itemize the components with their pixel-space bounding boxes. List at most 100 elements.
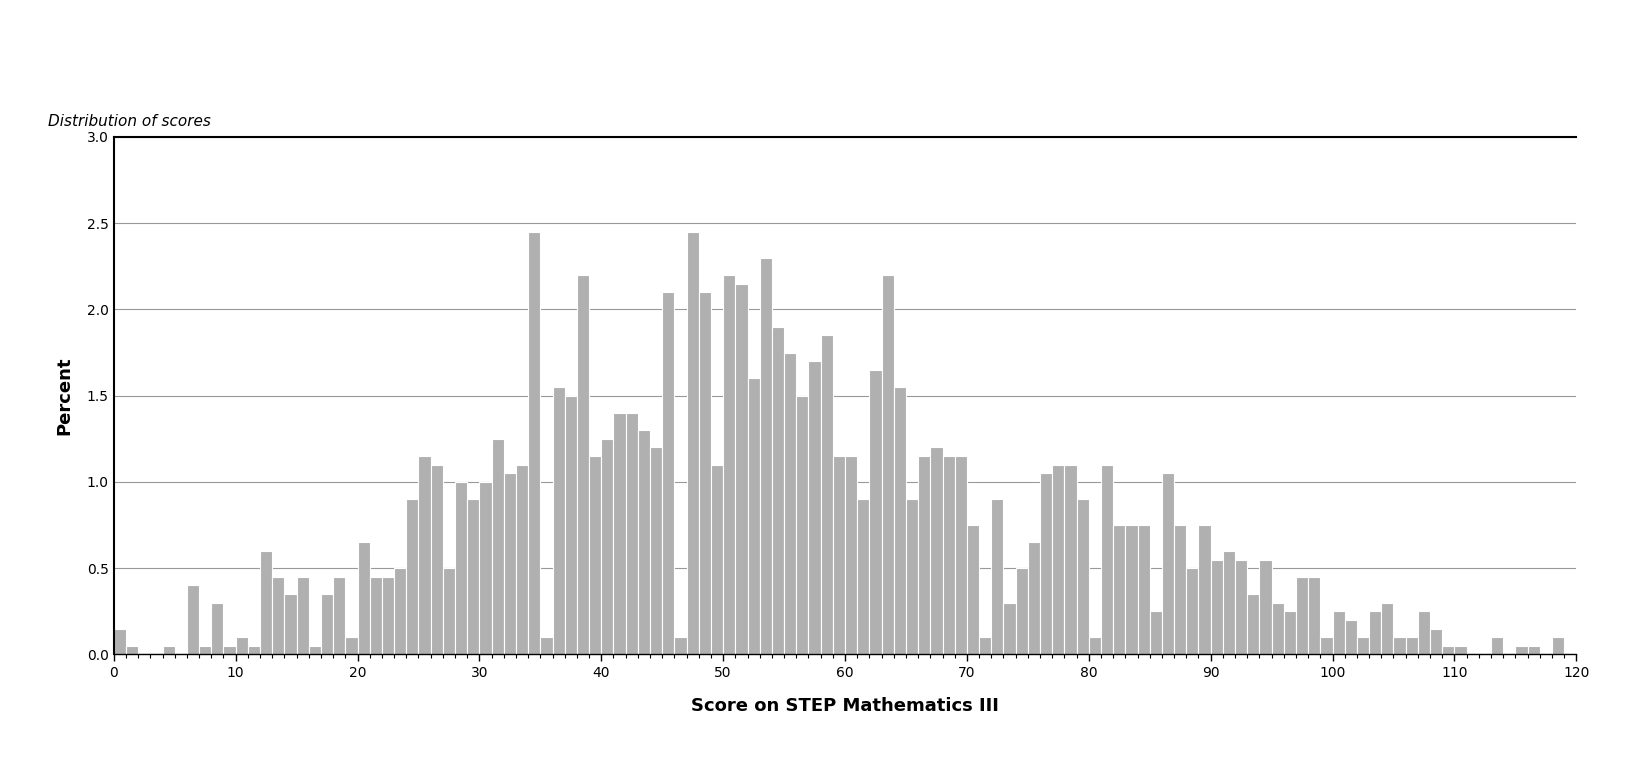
Bar	[370, 577, 382, 654]
Bar	[198, 646, 211, 654]
Bar	[785, 352, 796, 654]
Bar	[468, 499, 479, 654]
Bar	[552, 387, 565, 654]
Bar	[1173, 525, 1186, 654]
Bar	[455, 482, 468, 654]
Bar	[637, 430, 650, 654]
Bar	[1224, 551, 1235, 654]
Bar	[674, 637, 687, 654]
Bar	[734, 284, 748, 654]
Bar	[687, 232, 699, 654]
Bar	[1394, 637, 1406, 654]
Bar	[1368, 611, 1381, 654]
Y-axis label: Percent: Percent	[55, 356, 73, 435]
Bar	[296, 577, 309, 654]
Bar	[1514, 646, 1527, 654]
Bar	[858, 499, 869, 654]
Bar	[956, 456, 967, 654]
Bar	[760, 258, 772, 654]
Bar	[1040, 473, 1053, 654]
Bar	[1417, 611, 1430, 654]
Bar	[845, 456, 858, 654]
Bar	[881, 275, 894, 654]
Bar	[162, 646, 176, 654]
Bar	[991, 499, 1004, 654]
Text: Distribution of scores: Distribution of scores	[49, 114, 211, 129]
Bar	[712, 465, 723, 654]
Bar	[588, 456, 601, 654]
Bar	[1406, 637, 1417, 654]
Bar	[273, 577, 284, 654]
Bar	[491, 439, 504, 654]
Bar	[211, 603, 224, 654]
Bar	[322, 594, 333, 654]
Bar	[809, 361, 821, 654]
Bar	[309, 646, 322, 654]
Bar	[540, 637, 552, 654]
Bar	[260, 551, 273, 654]
Bar	[247, 646, 260, 654]
Bar	[1492, 637, 1503, 654]
Bar	[517, 465, 528, 654]
Bar	[528, 232, 540, 654]
Bar	[967, 525, 978, 654]
Bar	[395, 568, 406, 654]
Bar	[869, 370, 881, 654]
Bar	[601, 439, 614, 654]
Bar	[1248, 594, 1259, 654]
Bar	[663, 292, 674, 654]
Bar	[1576, 646, 1589, 654]
Bar	[1381, 603, 1394, 654]
Bar	[834, 456, 845, 654]
Bar	[1332, 611, 1346, 654]
Bar	[1308, 577, 1320, 654]
Bar	[1235, 559, 1248, 654]
Bar	[1138, 525, 1150, 654]
Bar	[1064, 465, 1076, 654]
Bar	[1297, 577, 1308, 654]
Bar	[187, 585, 198, 654]
Bar	[344, 637, 358, 654]
Bar	[1454, 646, 1467, 654]
Bar	[626, 413, 637, 654]
Bar	[577, 275, 588, 654]
Bar	[1430, 629, 1443, 654]
Bar	[1124, 525, 1138, 654]
Bar	[479, 482, 491, 654]
Bar	[650, 447, 663, 654]
Bar	[333, 577, 344, 654]
Bar	[1259, 559, 1271, 654]
Bar	[224, 646, 236, 654]
Bar	[894, 387, 907, 654]
Bar	[772, 326, 785, 654]
Bar	[1150, 611, 1162, 654]
Bar	[1199, 525, 1211, 654]
Bar	[1053, 465, 1064, 654]
Bar	[504, 473, 517, 654]
Bar	[382, 577, 395, 654]
Bar	[358, 543, 370, 654]
Bar	[1320, 637, 1332, 654]
Bar	[748, 378, 760, 654]
Bar	[284, 594, 296, 654]
Bar	[723, 275, 734, 654]
X-axis label: Score on STEP Mathematics III: Score on STEP Mathematics III	[691, 697, 999, 715]
Bar	[929, 447, 942, 654]
Bar	[1016, 568, 1029, 654]
Bar	[1346, 620, 1357, 654]
Bar	[907, 499, 918, 654]
Bar	[431, 465, 442, 654]
Bar	[1162, 473, 1173, 654]
Bar	[406, 499, 419, 654]
Bar	[236, 637, 247, 654]
Bar	[1211, 559, 1224, 654]
Bar	[1004, 603, 1016, 654]
Bar	[1271, 603, 1284, 654]
Bar	[821, 336, 834, 654]
Bar	[566, 396, 577, 654]
Bar	[978, 637, 991, 654]
Bar	[1029, 543, 1040, 654]
Bar	[1284, 611, 1297, 654]
Bar	[1089, 637, 1102, 654]
Bar	[1102, 465, 1113, 654]
